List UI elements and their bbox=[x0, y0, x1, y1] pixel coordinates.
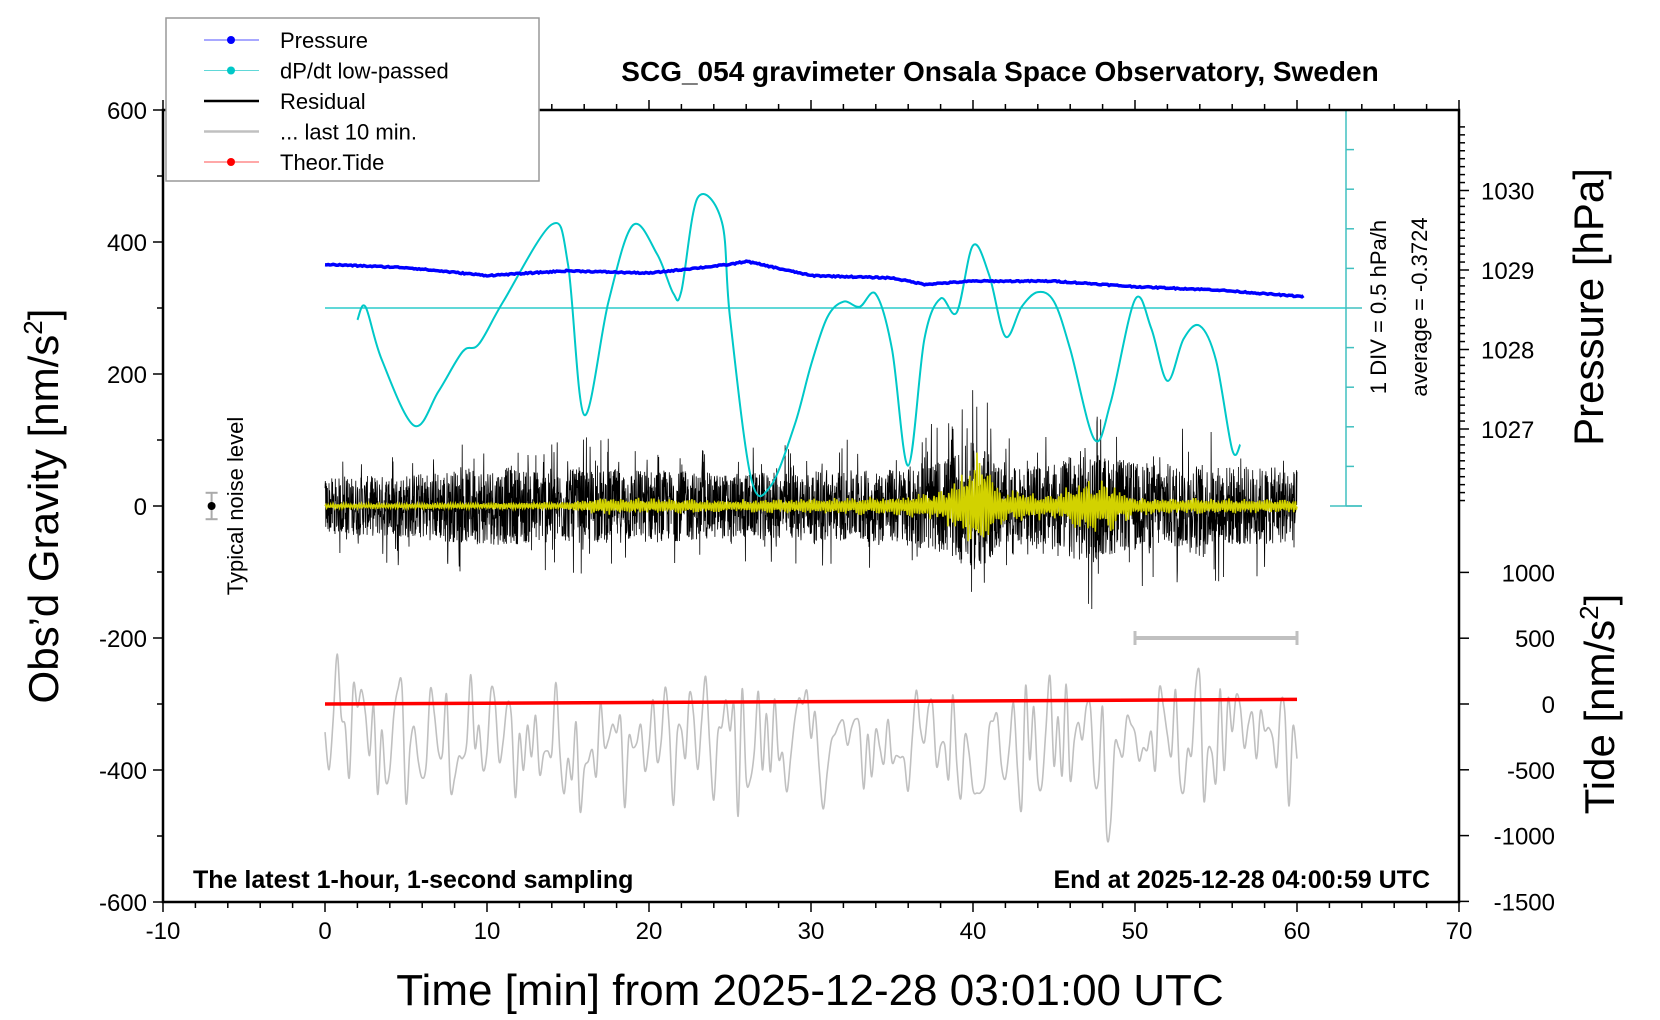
legend-box bbox=[165, 17, 540, 182]
y-tick-label-tide: -1500 bbox=[1494, 889, 1555, 916]
y-tick-label-tide: 0 bbox=[1542, 692, 1555, 719]
y-tick-label-tide: -500 bbox=[1507, 758, 1555, 785]
x-tick-label: 0 bbox=[318, 918, 331, 945]
dpdt-line bbox=[356, 193, 1242, 498]
y-tick-label-pressure: 1028 bbox=[1481, 338, 1534, 365]
y-tick-label-tide: 1000 bbox=[1502, 560, 1555, 587]
y-tick-label-gravity: -200 bbox=[99, 626, 147, 653]
y-tick-label-gravity: -400 bbox=[99, 758, 147, 785]
y-axis-label-tide: Tide [nm/s2] bbox=[1574, 594, 1623, 815]
legend-label: Pressure bbox=[280, 28, 368, 53]
x-tick-label: 40 bbox=[960, 918, 987, 945]
y-tick-label-gravity: -600 bbox=[99, 890, 147, 917]
y-axis-label-pressure: Pressure [hPa] bbox=[1565, 168, 1612, 446]
y-label-gravity-sup: 2 bbox=[18, 320, 48, 334]
x-axis-label: Time [min] from 2025-12-28 03:01:00 UTC bbox=[396, 966, 1223, 1015]
y-tick-label-gravity: 600 bbox=[107, 98, 147, 125]
legend-label: dP/dt low-passed bbox=[280, 59, 449, 84]
legend: Pressure dP/dt low-passed Residual ... last… bbox=[165, 17, 540, 182]
y-label-gravity-text: Obs’d Gravity [nm/s bbox=[20, 335, 67, 704]
y-tick-label-pressure: 1029 bbox=[1481, 258, 1534, 285]
legend-label: Residual bbox=[280, 89, 366, 114]
y-label-tide-end: ] bbox=[1576, 594, 1623, 606]
x-tick-label: 70 bbox=[1446, 918, 1473, 945]
y-tick-label-gravity: 0 bbox=[134, 494, 147, 521]
x-tick-label: -10 bbox=[146, 918, 181, 945]
legend-marker bbox=[227, 66, 235, 75]
legend-label: ... last 10 min. bbox=[280, 120, 417, 145]
dpdt-scale-label: 1 DIV = 0.5 hPa/h bbox=[1366, 220, 1391, 394]
chart-title: SCG_054 gravimeter Onsala Space Observat… bbox=[621, 56, 1378, 87]
y-tick-label-tide: -1000 bbox=[1494, 824, 1555, 851]
noise-level-point bbox=[207, 502, 216, 510]
annotation-end-time: End at 2025-12-28 04:00:59 UTC bbox=[1053, 866, 1430, 894]
theor-tide-line bbox=[324, 697, 1298, 706]
y-tick-label-pressure: 1030 bbox=[1481, 179, 1534, 206]
y-label-tide-sup: 2 bbox=[1574, 605, 1604, 619]
x-tick-label: 20 bbox=[636, 918, 663, 945]
y-axis-label-gravity: Obs’d Gravity [nm/s2] bbox=[18, 309, 67, 704]
legend-label: Theor.Tide bbox=[280, 150, 384, 175]
legend-marker bbox=[227, 36, 235, 44]
last-10-min-line bbox=[324, 653, 1298, 843]
y-label-tide-text: Tide [nm/s bbox=[1576, 620, 1623, 815]
y-tick-label-pressure: 1027 bbox=[1481, 417, 1534, 444]
y-label-gravity-end: ] bbox=[20, 309, 67, 321]
legend-marker bbox=[227, 158, 235, 166]
x-tick-label: 60 bbox=[1284, 918, 1311, 945]
pressure-line bbox=[324, 259, 1305, 299]
residual-line bbox=[324, 390, 1298, 610]
y-tick-label-tide: 500 bbox=[1515, 626, 1555, 653]
residual-lowpass-line bbox=[324, 452, 1298, 542]
noise-level-label: Typical noise level bbox=[223, 417, 248, 596]
y-tick-label-gravity: 400 bbox=[107, 230, 147, 257]
annotation-sampling: The latest 1-hour, 1-second sampling bbox=[193, 866, 633, 894]
x-tick-label: 30 bbox=[798, 918, 825, 945]
dpdt-average-label: average = -0.3724 bbox=[1407, 217, 1432, 396]
x-tick-label: 50 bbox=[1122, 918, 1149, 945]
x-tick-label: 10 bbox=[474, 918, 501, 945]
y-tick-label-gravity: 200 bbox=[107, 362, 147, 389]
